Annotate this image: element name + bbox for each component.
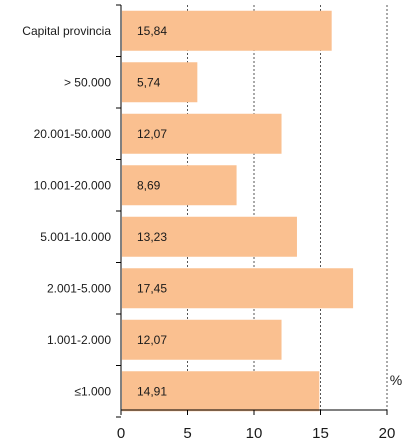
bar	[122, 10, 332, 51]
bar	[122, 319, 282, 360]
category-label: 10.001-20.000	[34, 178, 112, 192]
category-label: ≤1.000	[74, 384, 111, 398]
axes	[116, 4, 388, 418]
x-tick-label: 10	[246, 425, 263, 442]
category-label: 2.001-5.000	[47, 281, 111, 295]
category-label: Capital provincia	[22, 24, 111, 38]
bar	[122, 113, 282, 154]
bars	[122, 10, 354, 412]
data-label: 15,84	[137, 24, 167, 38]
data-label: 12,07	[137, 127, 167, 141]
category-label: > 50.000	[64, 75, 111, 89]
data-label: 8,69	[137, 178, 161, 192]
x-tick-label: 5	[183, 425, 191, 442]
category-label: 5.001-10.000	[40, 230, 111, 244]
bar	[122, 371, 320, 412]
x-tick-label: 0	[117, 425, 125, 442]
bar	[122, 216, 297, 257]
bar	[122, 165, 237, 206]
bar	[122, 268, 354, 309]
x-unit-label: %	[390, 372, 402, 388]
data-label: 13,23	[137, 230, 167, 244]
category-label: 20.001-50.000	[34, 127, 112, 141]
x-tick-label: 15	[312, 425, 329, 442]
data-label: 12,07	[137, 333, 167, 347]
category-label: 1.001-2.000	[47, 333, 111, 347]
data-label: 14,91	[137, 384, 167, 398]
labels: Capital provincia 15,84 > 50.000 5,74 20.001…	[22, 24, 395, 442]
bar	[122, 62, 198, 103]
data-label: 17,45	[137, 281, 167, 295]
data-label: 5,74	[137, 75, 161, 89]
x-tick-label: 20	[379, 425, 396, 442]
